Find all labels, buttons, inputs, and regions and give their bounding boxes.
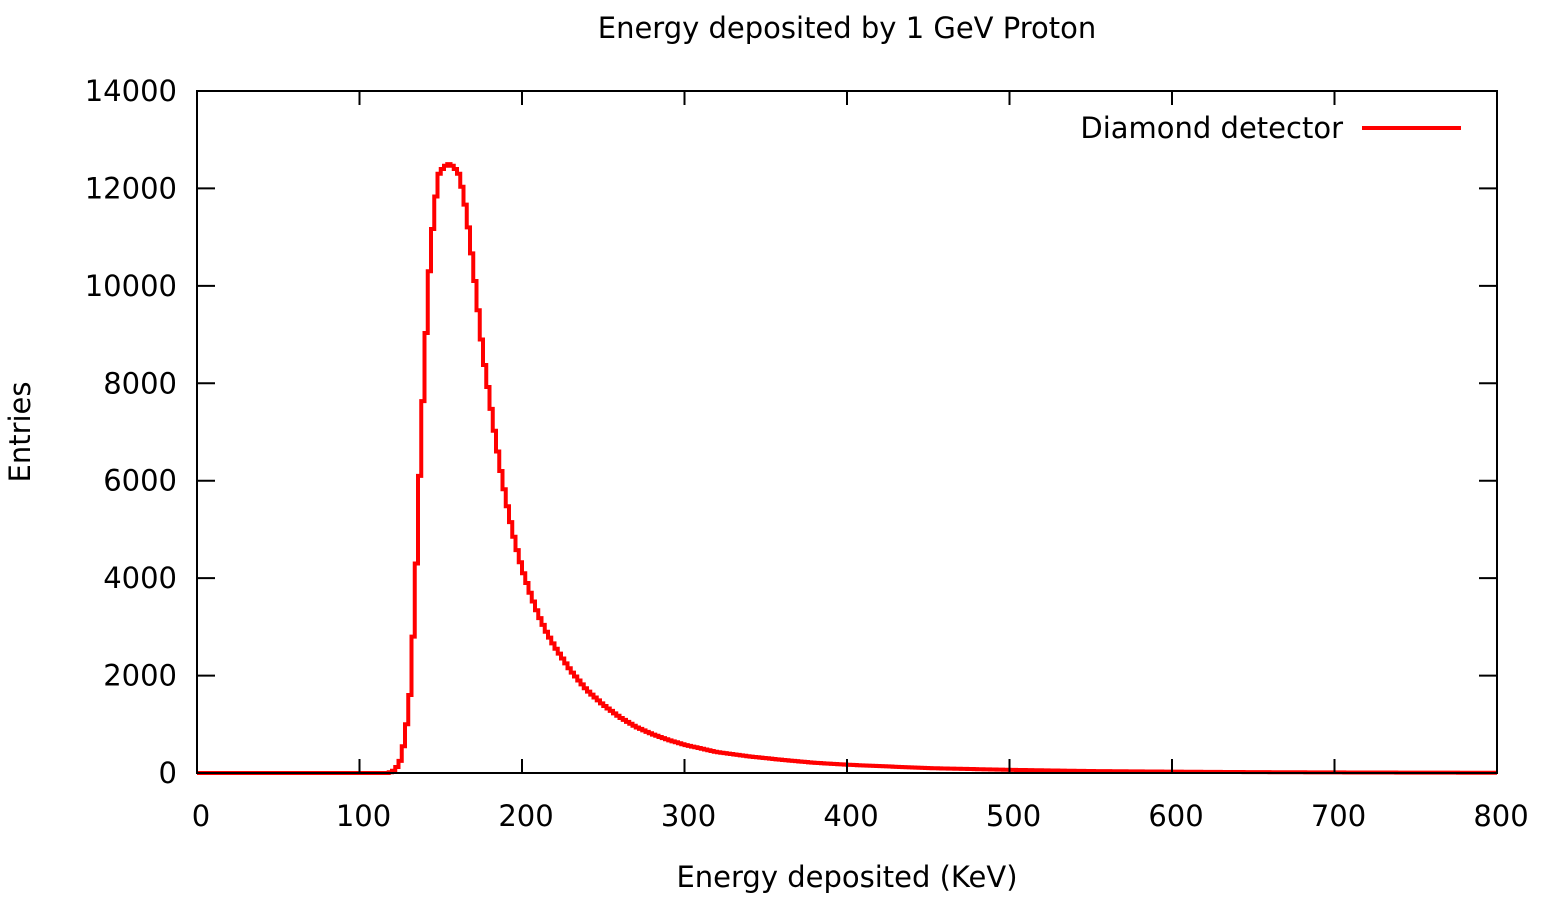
y-axis-ticks: 0 2000 4000 6000 8000 10000 12000 14000 [85, 74, 1497, 790]
legend-entry-diamond-detector: Diamond detector [1080, 111, 1343, 145]
x-tick-label: 700 [1311, 799, 1366, 833]
y-tick-label: 2000 [103, 659, 177, 693]
x-tick-label: 800 [1473, 799, 1528, 833]
x-tick-label: 300 [661, 799, 716, 833]
y-tick-label: 12000 [85, 171, 177, 205]
x-axis-label: Energy deposited (KeV) [676, 860, 1017, 894]
x-tick-label: 500 [986, 799, 1041, 833]
x-tick-label: 600 [1148, 799, 1203, 833]
y-tick-label: 6000 [103, 464, 177, 498]
x-axis-ticks: 0 100 200 300 400 500 600 700 800 [192, 91, 1529, 833]
y-tick-label: 0 [159, 756, 177, 790]
plot-frame [196, 90, 1498, 774]
y-axis-label: Entries [3, 381, 37, 482]
y-tick-label: 14000 [85, 74, 177, 108]
y-tick-label: 10000 [85, 269, 177, 303]
legend: Diamond detector [1080, 111, 1461, 145]
x-tick-label: 200 [498, 799, 553, 833]
chart-title: Energy deposited by 1 GeV Proton [598, 11, 1096, 45]
x-tick-label: 100 [336, 799, 391, 833]
x-tick-label: 400 [823, 799, 878, 833]
y-tick-label: 8000 [103, 366, 177, 400]
x-tick-label: 0 [192, 799, 210, 833]
y-tick-label: 4000 [103, 561, 177, 595]
